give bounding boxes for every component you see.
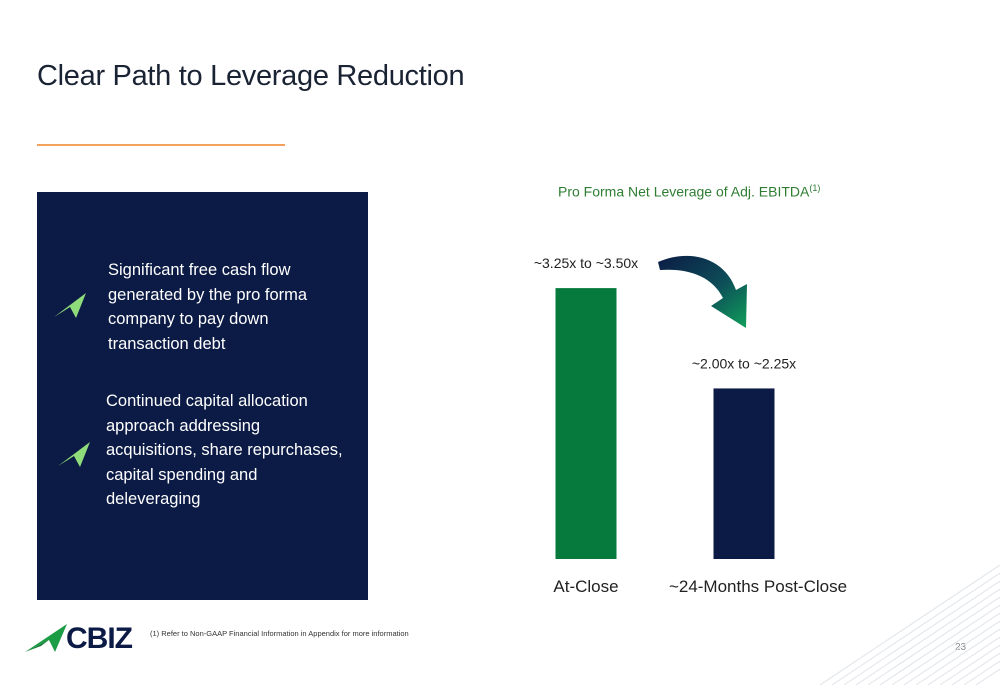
highlights-panel: [37, 192, 368, 600]
bar-data-label: ~3.25x to ~3.50x: [534, 255, 638, 271]
bullet-text: Continued capital allocation approach ad…: [106, 392, 343, 508]
slide-title: Clear Path to Leverage Reduction: [37, 60, 465, 92]
title-underline: [37, 144, 285, 146]
bar-post-close: [713, 388, 775, 559]
chart-title: Pro Forma Net Leverage of Adj. EBITDA(1): [558, 183, 820, 200]
arrow-check-icon: [58, 442, 90, 467]
logo-text: CBIZ: [66, 622, 133, 655]
decorative-hatch: [820, 565, 1000, 685]
footnote: (1) Refer to Non-GAAP Financial Informat…: [150, 629, 409, 638]
bullet-text: Significant free cash flow generated by …: [108, 261, 308, 353]
category-label: ~24-Months Post-Close: [669, 577, 847, 596]
bar-at-close: [555, 288, 617, 559]
category-label: At-Close: [553, 577, 618, 596]
arrow-check-icon: [54, 293, 86, 318]
cbiz-logo-swoosh-icon: [25, 624, 67, 652]
chart-title-superscript: (1): [809, 183, 821, 193]
bar-data-label: ~2.00x to ~2.25x: [692, 355, 796, 371]
chart-title-text: Pro Forma Net Leverage of Adj. EBITDA: [558, 183, 810, 200]
decrease-arrow-icon: [658, 255, 747, 328]
